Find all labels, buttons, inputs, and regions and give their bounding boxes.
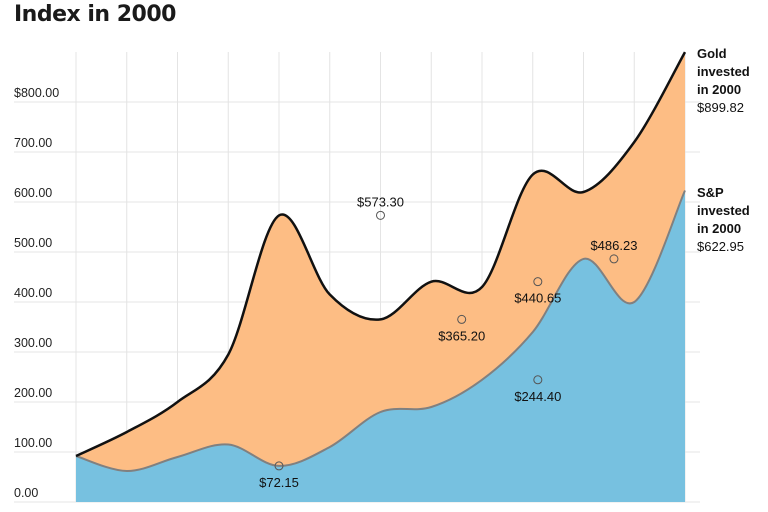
series-end-name: in 2000	[697, 221, 741, 236]
area-layers	[76, 52, 685, 502]
data-point-label: $72.15	[259, 475, 299, 490]
sp-line	[75, 190, 686, 473]
series-end-name: invested	[697, 203, 750, 218]
y-tick-label: 0.00	[14, 486, 38, 500]
data-point-marker	[376, 210, 385, 220]
data-point-label: $365.20	[438, 328, 485, 343]
y-tick-label: 100.00	[14, 436, 52, 450]
data-point-marker	[457, 314, 467, 324]
sp-area	[76, 190, 685, 502]
y-tick-label: 700.00	[14, 136, 52, 150]
y-tick-label: 200.00	[14, 386, 52, 400]
data-point-label: $486.23	[590, 238, 637, 253]
y-tick-label: 300.00	[14, 336, 52, 350]
data-point-marker	[274, 461, 284, 471]
data-point-marker	[533, 277, 543, 287]
data-point-label: $244.40	[514, 389, 561, 404]
series-end-name: in 2000	[697, 82, 741, 97]
chart-title: Index in 2000	[14, 2, 176, 27]
data-point-label: $440.65	[514, 291, 561, 306]
y-tick-label: 500.00	[14, 236, 52, 250]
series-lines	[75, 51, 687, 473]
y-tick-label: 400.00	[14, 286, 52, 300]
series-end-name: invested	[697, 64, 750, 79]
y-tick-label: 600.00	[14, 186, 52, 200]
series-end-value: $899.82	[697, 100, 744, 115]
gold-line	[75, 51, 687, 458]
data-markers: $573.30 $365.20 $440.65 $72.15 $244.40 $486.2…	[259, 194, 637, 490]
data-point-label: $573.30	[357, 194, 404, 209]
y-axis-ticks: 0.00 100.00 200.00 300.00 400.00 500.00 600.00…	[14, 86, 59, 500]
data-point-marker	[609, 254, 619, 264]
data-point-marker	[533, 375, 543, 385]
y-tick-label: $800.00	[14, 86, 59, 100]
series-end-name: Gold	[697, 46, 727, 61]
end-labels: Gold invested in 2000 $899.82 S&P invested in …	[697, 46, 750, 254]
series-end-value: $622.95	[697, 239, 744, 254]
series-end-name: S&P	[697, 185, 724, 200]
